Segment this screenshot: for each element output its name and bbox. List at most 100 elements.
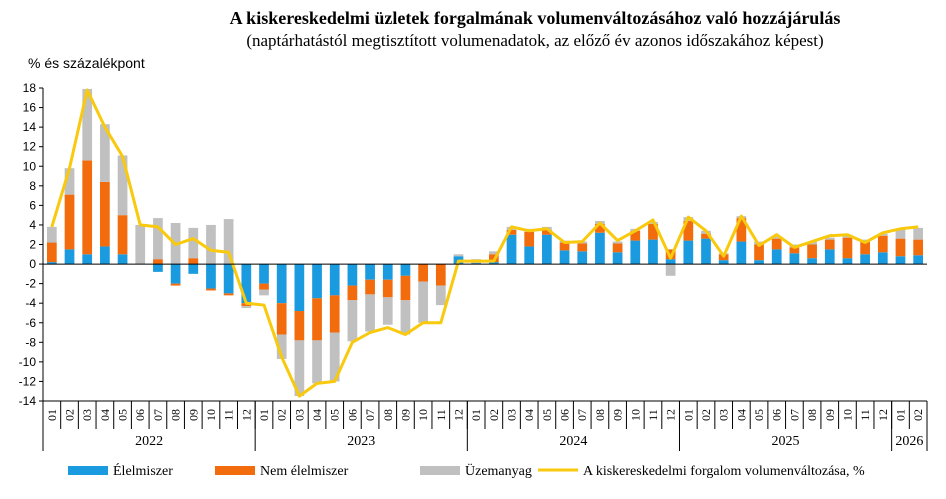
- y-tick-label: 4: [29, 218, 36, 232]
- bar-nem-lelmiszer-14: [294, 311, 305, 341]
- chart-subtitle: (naptárhatástól megtisztított volumenada…: [246, 31, 824, 50]
- x-tick-label-month: 12: [239, 409, 253, 421]
- bar--lelmiszer-7: [170, 264, 181, 284]
- bar--zemanyag-19: [382, 297, 393, 325]
- bar-nem-lelmiszer-31: [595, 223, 605, 233]
- x-tick-label-month: 03: [80, 409, 94, 421]
- bar--zemanyag-47: [877, 233, 888, 236]
- bar--lelmiszer-8: [188, 264, 199, 274]
- bar-nem-lelmiszer-49: [913, 239, 924, 256]
- bar-nem-lelmiszer-26: [506, 229, 517, 235]
- bar--lelmiszer-17: [347, 264, 358, 286]
- bar--zemanyag-41: [771, 236, 782, 239]
- bar--lelmiszer-44: [824, 249, 835, 265]
- x-tick-label-month: 02: [699, 409, 713, 421]
- bar--zemanyag-23: [453, 254, 464, 257]
- x-tick-label-month: 02: [63, 409, 77, 421]
- bar-nem-lelmiszer-20: [400, 275, 411, 301]
- bar-nem-lelmiszer-30: [577, 243, 588, 252]
- bar--zemanyag-13: [276, 334, 287, 359]
- y-tick-label: -6: [25, 316, 36, 330]
- bar--zemanyag-5: [135, 224, 146, 265]
- x-tick-label-month: 04: [98, 409, 112, 421]
- bar-nem-lelmiszer-10: [223, 293, 234, 296]
- bar-nem-lelmiszer-42: [789, 247, 800, 254]
- x-tick-label-month: 10: [628, 409, 642, 421]
- x-tick-label-month: 11: [646, 409, 660, 421]
- bar--lelmiszer-38: [718, 260, 729, 265]
- bar--zemanyag-9: [206, 224, 216, 265]
- legend-swatch-0: [68, 466, 108, 475]
- bar-nem-lelmiszer-36: [683, 221, 694, 241]
- y-tick-label: -8: [25, 335, 36, 349]
- bar--zemanyag-35: [665, 264, 676, 276]
- bar-nem-lelmiszer-35: [665, 249, 676, 260]
- x-tick-label-month: 07: [575, 409, 589, 421]
- bar--lelmiszer-30: [577, 251, 588, 265]
- bar--zemanyag-49: [913, 227, 924, 240]
- year-label: 2023: [347, 434, 375, 449]
- line-series: [50, 88, 919, 398]
- bar-nem-lelmiszer-46: [860, 241, 870, 255]
- x-tick-label-month: 03: [505, 409, 519, 421]
- x-tick-label-month: 09: [823, 409, 837, 421]
- x-tick-label-month: 01: [257, 409, 271, 421]
- bar-nem-lelmiszer-29: [559, 242, 570, 251]
- bar-nem-lelmiszer-2: [82, 160, 93, 255]
- bar-nem-lelmiszer-34: [648, 223, 658, 240]
- y-tick-label: 10: [23, 159, 37, 173]
- bar-nem-lelmiszer-37: [701, 233, 711, 239]
- x-tick-label-month: 09: [398, 409, 412, 421]
- bar--lelmiszer-2: [82, 254, 93, 265]
- bar-nem-lelmiszer-45: [842, 237, 853, 259]
- x-tick-label-month: 05: [752, 409, 766, 421]
- bar--zemanyag-10: [223, 219, 234, 265]
- x-tick-label-month: 06: [133, 409, 147, 421]
- bar--zemanyag-16: [329, 332, 340, 382]
- bar--zemanyag-21: [418, 281, 428, 323]
- x-tick-label-month: 06: [345, 409, 359, 421]
- bar--lelmiszer-40: [754, 260, 764, 265]
- bar-nem-lelmiszer-27: [524, 231, 535, 247]
- bars-group: [46, 88, 924, 397]
- x-tick-label-month: 08: [381, 409, 395, 421]
- x-tick-label-month: 12: [451, 409, 465, 421]
- x-tick-label-month: 02: [911, 409, 925, 421]
- bar--lelmiszer-34: [648, 239, 658, 265]
- bar-nem-lelmiszer-47: [877, 235, 888, 253]
- x-tick-label-month: 01: [681, 409, 695, 421]
- year-label: 2022: [135, 434, 163, 449]
- bar--lelmiszer-26: [506, 234, 517, 265]
- x-tick-label-month: 08: [593, 409, 607, 421]
- bar-nem-lelmiszer-0: [46, 242, 57, 263]
- bar--lelmiszer-46: [860, 254, 870, 265]
- bar-nem-lelmiszer-19: [382, 279, 393, 298]
- bar--lelmiszer-19: [382, 264, 393, 280]
- legend-swatch-1: [215, 466, 255, 475]
- bar-nem-lelmiszer-21: [418, 264, 428, 282]
- bar--zemanyag-32: [612, 241, 623, 244]
- bar--lelmiszer-36: [683, 240, 694, 265]
- bar-nem-lelmiszer-32: [612, 243, 623, 253]
- y-tick-label: 6: [29, 198, 36, 212]
- x-tick-label-month: 12: [876, 409, 890, 421]
- bar--lelmiszer-14: [294, 264, 305, 312]
- x-tick-label-month: 04: [522, 409, 536, 421]
- x-tick-label-month: 09: [186, 409, 200, 421]
- bar--lelmiszer-47: [877, 252, 888, 265]
- bar--zemanyag-8: [188, 227, 199, 259]
- x-tick-label-month: 12: [664, 409, 678, 421]
- bar-nem-lelmiszer-6: [153, 259, 163, 265]
- x-tick-label-month: 10: [204, 409, 218, 421]
- x-tick-label-month: 09: [611, 409, 625, 421]
- bar--lelmiszer-49: [913, 255, 924, 265]
- x-tick-label-month: 10: [840, 409, 854, 421]
- x-tick-label-month: 08: [169, 409, 183, 421]
- x-tick-label-month: 01: [469, 409, 483, 421]
- bar-nem-lelmiszer-43: [807, 244, 817, 259]
- bar-nem-lelmiszer-28: [542, 229, 552, 235]
- bar--lelmiszer-33: [630, 240, 641, 265]
- x-tick-label-month: 11: [434, 409, 448, 421]
- bar--zemanyag-46: [860, 239, 870, 242]
- chart-title: A kiskereskedelmi üzletek forgalmának vo…: [229, 8, 841, 28]
